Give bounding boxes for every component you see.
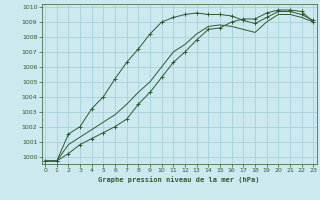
X-axis label: Graphe pression niveau de la mer (hPa): Graphe pression niveau de la mer (hPa) [99, 176, 260, 183]
